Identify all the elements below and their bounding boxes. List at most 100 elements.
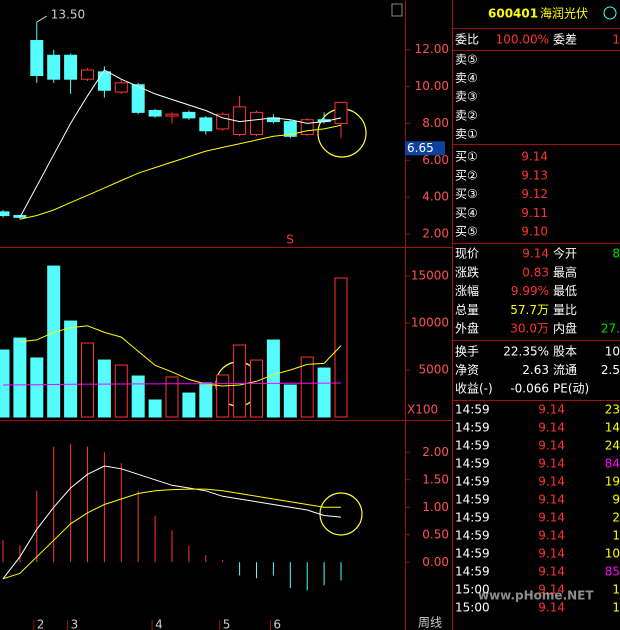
candle-body	[0, 211, 10, 217]
y-tick-label: 15000	[411, 269, 449, 283]
candle-body	[334, 101, 348, 124]
trade-volume: 19	[605, 475, 620, 489]
volume-bar	[114, 364, 128, 418]
volume-bar	[216, 374, 230, 418]
y-tick-label: 5000	[418, 363, 449, 377]
trade-time: 14:59	[455, 403, 490, 417]
bid-row: 9.10	[521, 225, 548, 239]
trade-time: 14:59	[455, 529, 490, 543]
bid-row: 9.14	[521, 150, 548, 164]
trade-price: 9.14	[538, 475, 565, 489]
ma-line	[2, 465, 342, 580]
window-icon[interactable]	[391, 3, 403, 17]
ask-label: 卖①	[455, 127, 478, 141]
y-tick-label: 10000	[411, 316, 449, 330]
finance-row: -0.066	[510, 382, 549, 396]
volume-bar	[283, 384, 297, 418]
y-tick-label: 2.00	[422, 445, 449, 459]
finance-row: 10	[605, 345, 620, 359]
y-tick-label: 6.00	[422, 153, 449, 167]
trade-price: 9.14	[538, 457, 565, 471]
trade-price: 9.14	[538, 601, 565, 615]
y-tick-label: 12.00	[415, 42, 449, 56]
stat-row: 今开	[553, 246, 577, 261]
trade-time: 14:59	[455, 439, 490, 453]
stat-row: 9.99%	[511, 284, 549, 298]
volume-bar	[97, 359, 111, 418]
y-tick-label: 0.00	[422, 555, 449, 569]
trade-time: 14:59	[455, 493, 490, 507]
y-tick-label: 4.00	[422, 190, 449, 204]
trade-volume: 2	[612, 511, 620, 525]
trade-price: 9.14	[538, 511, 565, 525]
high-label: 13.50	[51, 8, 85, 22]
volume-bar	[13, 337, 27, 418]
bid-row: 买④	[455, 206, 478, 220]
stat-row: 57.7万	[510, 303, 549, 317]
volume-bar	[47, 265, 61, 418]
y-tick-label: 8.00	[422, 116, 449, 130]
stat-row: 量比	[553, 303, 577, 317]
y-tick-label: 2.00	[422, 226, 449, 240]
candle-body	[216, 113, 230, 130]
trade-time: 14:59	[455, 511, 490, 525]
stat-row: 涨跌	[455, 264, 479, 279]
trade-time: 15:00	[455, 601, 490, 615]
bid-row: 买②	[455, 168, 478, 182]
volume-bar	[233, 344, 247, 418]
stat-row: 涨幅	[455, 283, 479, 298]
order-ratio: 100.00%	[496, 33, 549, 47]
stat-row: 27.	[601, 322, 620, 336]
x-tick-label: 3	[71, 618, 79, 630]
ma-line	[19, 69, 342, 218]
bid-row: 买①	[455, 150, 478, 164]
volume-bar	[0, 349, 10, 418]
volume-bar	[165, 376, 179, 418]
bid-row: 买⑤	[455, 225, 478, 239]
x-tick-label: 5	[223, 618, 231, 630]
high-pointer	[36, 15, 48, 23]
trade-time: 14:59	[455, 457, 490, 471]
x-tick-label: 2	[37, 618, 45, 630]
ask-label: 卖③	[455, 90, 478, 104]
candle-body	[250, 111, 263, 135]
candle-body	[64, 54, 78, 80]
trade-time: 14:59	[455, 565, 490, 579]
trade-time: 14:59	[455, 475, 490, 489]
finance-row: 2.63	[522, 363, 549, 377]
ask-label: 卖②	[455, 108, 478, 122]
stat-row: 8	[612, 247, 620, 261]
finance-row: 2.5	[601, 363, 620, 377]
bid-row: 买③	[455, 187, 478, 201]
stat-row: 9.14	[522, 247, 549, 261]
order-ratio: 1	[612, 33, 620, 47]
bid-row: 9.12	[521, 187, 548, 201]
y-tick-label: 1.00	[422, 500, 449, 514]
volume-bar	[317, 367, 331, 418]
stat-row: 外盘	[455, 321, 479, 336]
info-icon[interactable]	[603, 6, 617, 20]
trade-volume: 9	[612, 493, 620, 507]
volume-bar	[334, 277, 348, 418]
volume-bar	[30, 357, 44, 418]
trade-volume: 24	[605, 439, 620, 453]
stat-row: 最高	[553, 264, 577, 279]
candle-body	[47, 54, 61, 80]
candle-body	[300, 119, 314, 135]
bid-row: 9.11	[521, 206, 548, 220]
candle-body	[30, 40, 44, 77]
candle-body	[148, 110, 162, 117]
trade-volume: 85	[605, 565, 620, 579]
trade-time: 14:59	[455, 421, 490, 435]
trade-volume: 14	[605, 421, 620, 435]
trade-price: 9.14	[538, 403, 565, 417]
volume-bar	[300, 356, 314, 418]
stat-row: 内盘	[553, 321, 577, 336]
ma-line	[19, 325, 342, 387]
stat-row: 最低	[553, 284, 577, 298]
trade-volume: 10	[605, 547, 620, 561]
trade-price: 9.14	[538, 529, 565, 543]
